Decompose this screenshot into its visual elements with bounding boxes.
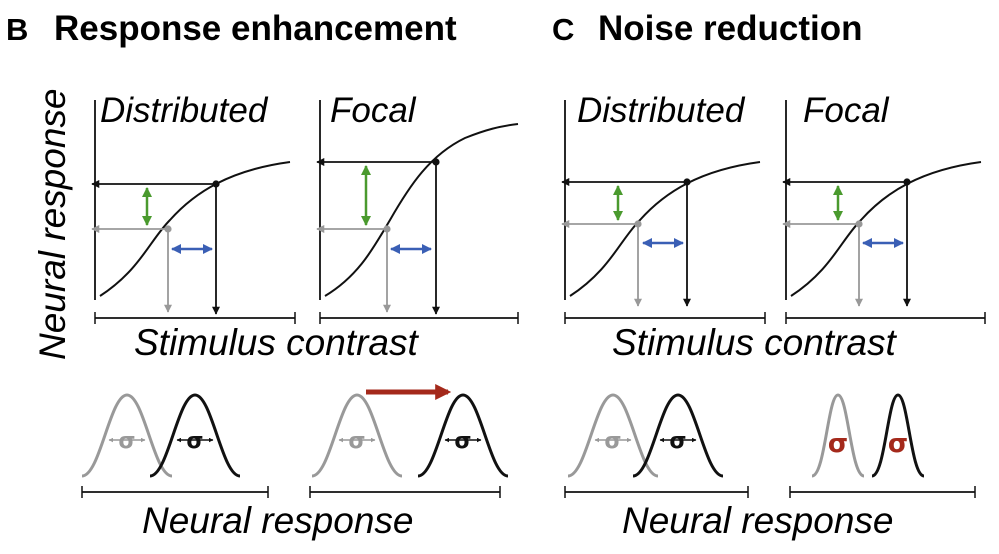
panel-b-focal-distributions: σ σ (311, 383, 509, 478)
black-point (212, 180, 220, 188)
gray-point (855, 220, 863, 228)
gray-point (383, 225, 391, 233)
panel-b-focal-label: Focal (330, 91, 417, 130)
panel-b-x-axis-label: Stimulus contrast (134, 322, 419, 363)
gray-distribution-curve (311, 393, 403, 478)
panel-c-letter: C (552, 12, 574, 47)
black-point (683, 178, 691, 186)
black-distribution-curve (149, 393, 241, 478)
gray-distribution-curve (567, 393, 659, 478)
panel-b-distributed-label: Distributed (100, 91, 269, 130)
response-curve (790, 161, 982, 297)
panel-c-distributed-label: Distributed (577, 91, 746, 130)
bottom-axes (81, 486, 976, 498)
black-distribution-curve (632, 393, 724, 478)
panel-c-focal-plot (782, 100, 986, 324)
response-curve (99, 161, 291, 297)
panel-b-distributed-distributions: σ σ (81, 393, 241, 478)
panel-c-distributed-plot (561, 100, 766, 324)
panel-b-distributed-plot (91, 100, 296, 324)
y-axis-label: Neural response (32, 89, 73, 360)
gray-distribution-curve (81, 393, 173, 478)
panel-b-bottom-label: Neural response (142, 500, 413, 541)
response-curve (569, 161, 761, 297)
panel-c-title: Noise reduction (598, 9, 862, 48)
black-distribution-curve (417, 393, 509, 478)
black-point (432, 158, 440, 166)
black-point (903, 178, 911, 186)
panel-b-title: Response enhancement (54, 9, 457, 48)
gray-point (634, 220, 642, 228)
gray-sigma-label: σ (604, 429, 621, 454)
response-curve (324, 123, 519, 297)
black-sigma-label: σ (669, 429, 686, 454)
black-sigma-label: σ (186, 429, 203, 454)
panel-c-focal-label: Focal (803, 91, 890, 130)
gray-point (164, 225, 172, 233)
panel-b-letter: B (6, 12, 28, 47)
panel-c-x-axis-label: Stimulus contrast (612, 322, 897, 363)
gray-sigma-label: σ (348, 429, 365, 454)
black-distribution-curve (871, 393, 925, 478)
gray-distribution-curve (811, 393, 865, 478)
panel-c-distributed-distributions: σ σ (567, 393, 724, 478)
red-sigma-label-black: σ (888, 429, 908, 459)
panel-b-focal-plot (316, 100, 519, 324)
panel-c-bottom-label: Neural response (622, 500, 893, 541)
gray-sigma-label: σ (118, 429, 135, 454)
red-sigma-label-gray: σ (828, 429, 848, 459)
black-sigma-label: σ (454, 429, 471, 454)
panel-c-focal-distributions: σ σ (811, 393, 925, 478)
